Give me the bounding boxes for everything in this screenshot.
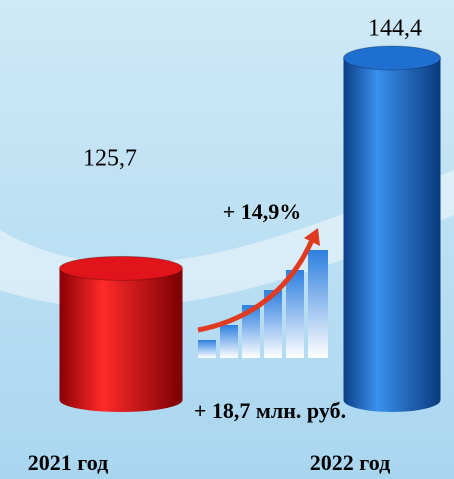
bar-top [343,45,441,71]
x-tick-label: 2021 год [28,450,108,475]
annotation: + 18,7 млн. руб. [194,398,346,423]
bar [343,58,441,400]
annotation: + 14,9% [223,199,302,224]
x-tick-label: 2022 год [310,450,390,475]
bar [59,268,183,400]
value-label: 125,7 [83,146,137,172]
value-label: 144,4 [368,16,422,42]
bar-top [59,255,183,281]
growth-icon [197,228,328,358]
